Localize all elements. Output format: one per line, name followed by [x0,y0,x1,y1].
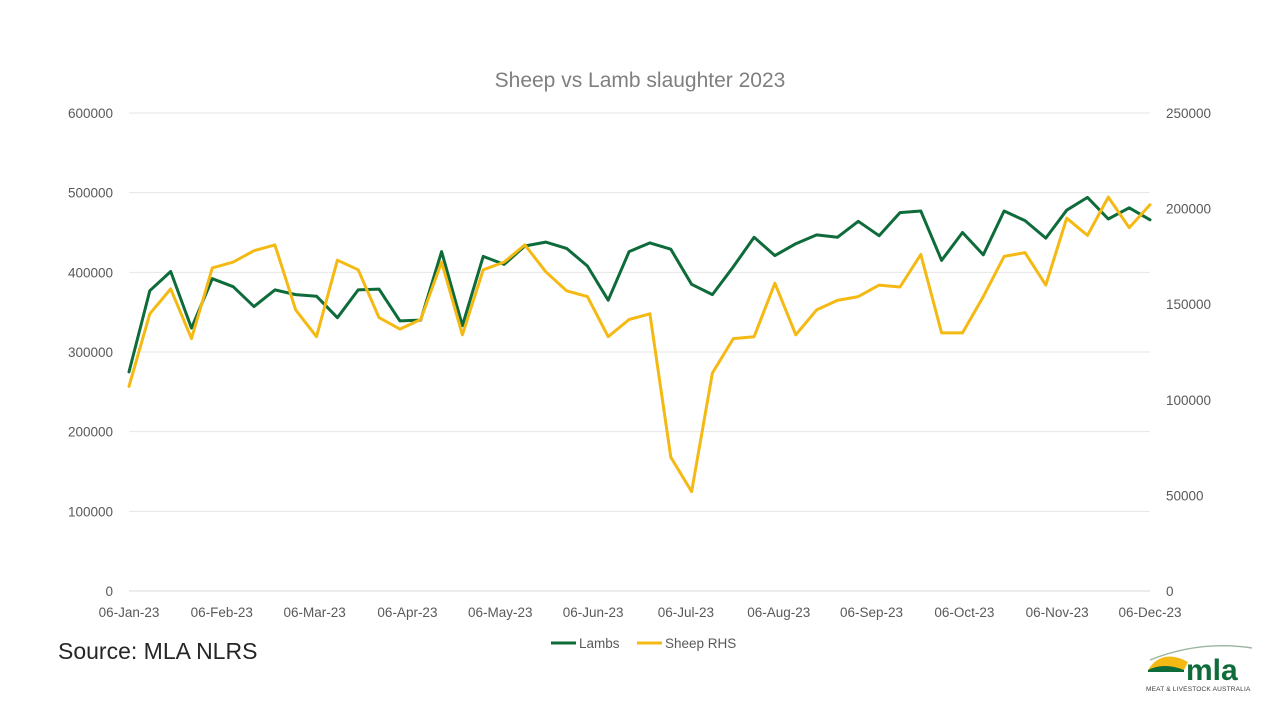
series-line-lambs [127,195,1152,374]
right-tick-label: 250000 [1166,106,1211,121]
x-tick-label: 06-Jan-23 [99,605,160,620]
logo-wordmark: mla [1186,654,1238,687]
legend-lambs-label: Lambs [579,636,620,651]
right-tick-label: 200000 [1166,202,1211,217]
x-tick-label: 06-Nov-23 [1026,605,1089,620]
x-tick-label: 06-Apr-23 [377,605,437,620]
logo-tagline: MEAT & LIVESTOCK AUSTRALIA [1146,686,1251,693]
right-tick-label: 150000 [1166,297,1211,312]
x-tick-label: 06-Feb-23 [191,605,253,620]
left-tick-label: 0 [105,584,113,599]
x-axis-ticks: 06-Jan-23 06-Feb-23 06-Mar-23 06-Apr-23 06-M… [99,605,1182,620]
x-tick-label: 06-Jun-23 [563,605,624,620]
left-tick-label: 200000 [68,425,113,440]
right-tick-label: 50000 [1166,488,1204,503]
legend: Lambs Sheep RHS [551,636,736,651]
x-tick-label: 06-Oct-23 [934,605,994,620]
gridlines [129,112,1150,592]
chart-title: Sheep vs Lamb slaughter 2023 [495,69,786,92]
x-tick-label: 06-Jul-23 [658,605,714,620]
mla-logo: mla [1148,645,1253,687]
left-axis-ticks: 0 100000 200000 300000 400000 500000 600000 [68,106,113,599]
left-tick-label: 400000 [68,265,113,280]
right-tick-label: 0 [1166,584,1174,599]
x-tick-label: 06-Aug-23 [747,605,810,620]
x-tick-label: 06-May-23 [468,605,533,620]
logo-hill [1148,666,1184,672]
logo-swoosh [1149,645,1253,661]
left-tick-label: 600000 [68,106,113,121]
right-axis-ticks: 0 50000 100000 150000 200000 250000 [1166,106,1211,599]
legend-sheep-label: Sheep RHS [665,636,736,651]
right-tick-label: 100000 [1166,393,1211,408]
left-tick-label: 500000 [68,186,113,201]
left-tick-label: 100000 [68,504,113,519]
x-tick-label: 06-Sep-23 [840,605,903,620]
source-note: Source: MLA NLRS [58,638,258,664]
x-tick-label: 06-Mar-23 [283,605,345,620]
series-line-sheep-rhs [127,195,1152,494]
series-lines [127,195,1152,494]
x-tick-label: 06-Dec-23 [1118,605,1181,620]
left-tick-label: 300000 [68,345,113,360]
